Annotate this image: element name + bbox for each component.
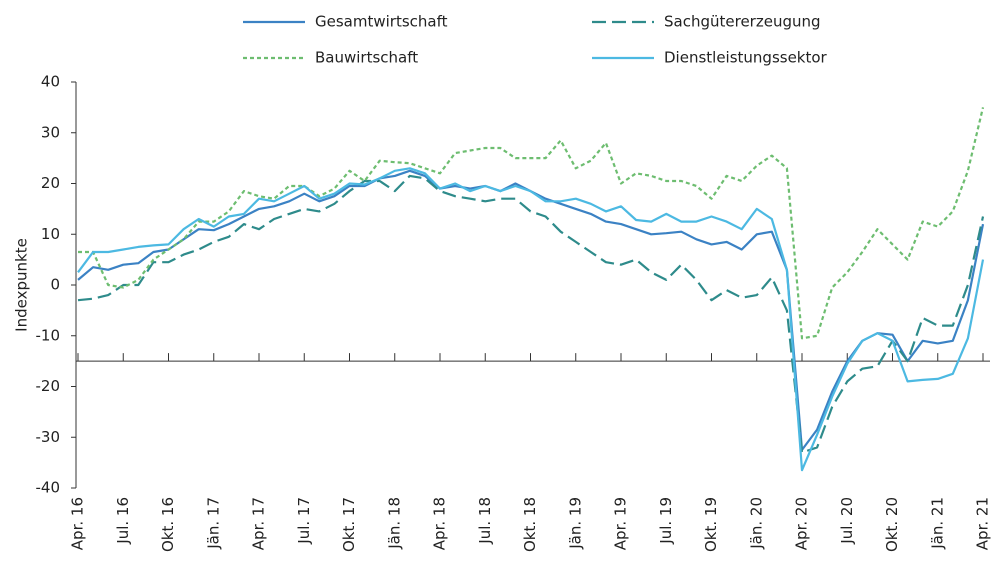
series-line xyxy=(77,174,985,454)
x-tick-label: Okt. 18 xyxy=(521,497,539,552)
y-tick-label: -20 xyxy=(36,377,61,395)
x-tick-label: Jän. 21 xyxy=(928,497,946,550)
x-tick-label: Jul. 18 xyxy=(476,497,494,545)
y-tick-label: 40 xyxy=(41,73,60,91)
x-tick-label: Jul. 19 xyxy=(657,497,675,545)
x-tick-label: Okt. 17 xyxy=(340,497,358,552)
x-tick-label: Okt. 19 xyxy=(702,497,720,552)
x-tick-label: Apr. 19 xyxy=(612,497,630,550)
y-tick-label: 0 xyxy=(50,276,60,294)
y-tick-label: 10 xyxy=(41,225,60,243)
x-tick-label: Okt. 20 xyxy=(883,497,901,552)
x-tick-label: Jän. 19 xyxy=(566,497,584,550)
x-tick-label: Jän. 20 xyxy=(747,497,765,550)
y-tick-label: 20 xyxy=(41,174,60,192)
x-tick-label: Apr. 18 xyxy=(431,497,449,550)
series-line xyxy=(78,107,985,340)
y-axis-label: Indexpunkte xyxy=(13,238,31,332)
x-tick-label: Okt. 16 xyxy=(159,497,177,552)
series-line xyxy=(77,169,985,451)
x-tick-label: Apr. 17 xyxy=(250,497,268,550)
legend-label: Bauwirtschaft xyxy=(315,49,418,67)
x-tick-label: Apr. 16 xyxy=(69,497,87,550)
legend-label: Sachgütererzeugung xyxy=(664,13,821,31)
y-tick-label: -40 xyxy=(36,479,61,497)
x-tick-label: Jän. 17 xyxy=(204,497,222,550)
x-tick-label: Jän. 18 xyxy=(385,497,403,550)
x-tick-label: Jul. 17 xyxy=(295,497,313,545)
legend-label: Dienstleistungssektor xyxy=(664,49,828,67)
y-tick-label: -30 xyxy=(36,428,61,446)
y-tick-label: 30 xyxy=(41,123,60,141)
y-tick-label: -10 xyxy=(36,326,61,344)
series-line xyxy=(77,167,985,472)
legend-label: Gesamtwirtschaft xyxy=(315,13,448,31)
x-tick-label: Apr. 20 xyxy=(793,497,811,550)
x-tick-label: Apr. 21 xyxy=(974,497,992,550)
x-tick-label: Jul. 16 xyxy=(114,497,132,545)
x-tick-label: Jul. 20 xyxy=(838,497,856,545)
